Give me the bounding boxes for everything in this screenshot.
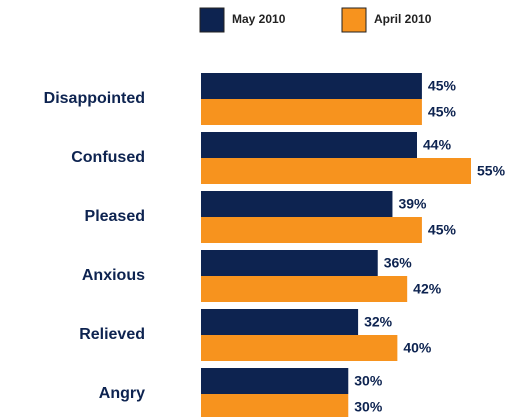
value-label: 44% <box>423 137 452 153</box>
bar <box>201 368 349 394</box>
category-label: Pleased <box>85 208 145 225</box>
value-label: 55% <box>477 163 506 179</box>
bar <box>201 191 393 217</box>
bar <box>201 250 378 276</box>
category-label: Anxious <box>82 267 145 284</box>
category-label: Confused <box>71 149 145 166</box>
value-label: 30% <box>354 399 383 415</box>
bar <box>201 394 349 417</box>
legend-label: April 2010 <box>374 12 432 26</box>
category-label: Disappointed <box>44 90 145 107</box>
value-label: 45% <box>428 104 457 120</box>
value-label: 45% <box>428 222 457 238</box>
bar <box>201 99 422 125</box>
value-label: 30% <box>354 373 383 389</box>
legend-swatch <box>341 7 367 33</box>
value-label: 45% <box>428 78 457 94</box>
bar <box>201 73 422 99</box>
value-label: 36% <box>384 255 413 271</box>
value-label: 42% <box>413 281 442 297</box>
category-label: Relieved <box>79 326 145 343</box>
value-label: 32% <box>364 314 393 330</box>
bar <box>201 276 408 302</box>
bar <box>201 217 422 243</box>
bar <box>201 158 471 184</box>
bar <box>201 335 398 361</box>
bar <box>201 309 359 335</box>
value-label: 39% <box>398 196 427 212</box>
legend-swatch <box>199 7 225 33</box>
legend-label: May 2010 <box>232 12 286 26</box>
bar <box>201 132 417 158</box>
category-label: Angry <box>99 385 145 402</box>
value-label: 40% <box>403 340 432 356</box>
